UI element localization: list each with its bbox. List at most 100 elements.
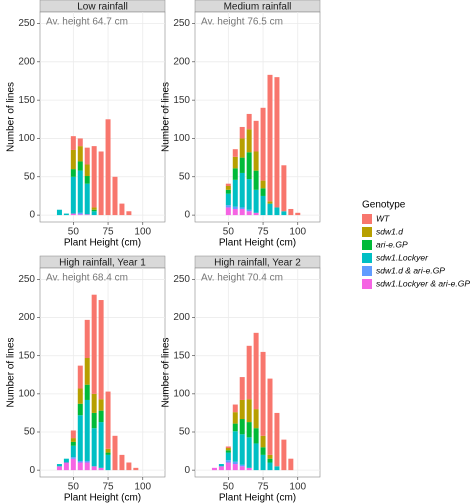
bar-segment xyxy=(239,377,245,400)
bar-segment xyxy=(274,77,280,208)
bar-segment xyxy=(105,454,111,471)
bar-segment xyxy=(232,423,238,432)
bar-segment xyxy=(56,464,62,467)
bar-segment xyxy=(267,74,273,202)
bar-segment xyxy=(218,464,224,467)
bar-segment xyxy=(232,206,238,209)
bar-segment xyxy=(77,388,83,404)
bar-segment xyxy=(232,179,238,207)
bar-segment xyxy=(70,176,76,214)
bar-segment xyxy=(225,205,231,208)
y-tick-label: 100 xyxy=(18,388,35,399)
bar-segment xyxy=(91,294,97,394)
bar-segment xyxy=(225,185,231,190)
y-axis-title: Number of lines xyxy=(161,337,172,407)
x-axis-title: Plant Height (cm) xyxy=(219,493,296,504)
bar-segment xyxy=(56,209,62,216)
bar-segment xyxy=(91,146,97,208)
bar-segment xyxy=(126,462,132,471)
bar-segment xyxy=(281,439,287,471)
x-tick-label: 50 xyxy=(68,482,80,493)
bar-segment xyxy=(260,180,266,189)
y-tick-label: 150 xyxy=(173,350,190,361)
legend-swatch xyxy=(362,240,372,250)
bar-segment xyxy=(239,208,245,216)
bar-segment xyxy=(274,466,280,471)
bar-segment xyxy=(211,467,217,471)
bar-segment xyxy=(77,365,83,389)
bar-segment xyxy=(267,454,273,459)
y-tick-label: 50 xyxy=(179,427,191,438)
y-tick-label: 200 xyxy=(173,56,190,67)
bar-segment xyxy=(232,412,238,424)
panel-title: High rainfall, Year 2 xyxy=(214,258,301,269)
bar-segment xyxy=(63,213,69,216)
y-tick-label: 0 xyxy=(184,210,190,221)
bar-segment xyxy=(246,422,252,438)
x-tick-label: 50 xyxy=(223,482,235,493)
bar-segment xyxy=(239,126,245,139)
y-tick-label: 250 xyxy=(173,274,190,285)
bar-segment xyxy=(246,437,252,468)
bar-segment xyxy=(225,446,231,449)
bar-segment xyxy=(232,208,238,216)
bar-segment xyxy=(295,212,301,216)
x-axis-title: Plant Height (cm) xyxy=(219,238,296,249)
x-tick-label: 100 xyxy=(289,227,306,238)
bar-segment xyxy=(246,209,252,212)
panel-title: Medium rainfall xyxy=(224,2,292,13)
bar-segment xyxy=(84,384,90,400)
y-tick-label: 0 xyxy=(184,465,190,476)
bar-segment xyxy=(70,445,76,458)
bar-segment xyxy=(225,183,231,186)
bar-segment xyxy=(98,422,104,468)
bar-segment xyxy=(105,391,111,449)
bar-segment xyxy=(225,450,231,453)
bar-segment xyxy=(232,404,238,413)
x-tick-label: 75 xyxy=(257,227,269,238)
bar-segment xyxy=(253,332,259,410)
bar-segment xyxy=(98,410,104,423)
y-tick-label: 50 xyxy=(24,171,36,182)
x-tick-label: 75 xyxy=(102,227,114,238)
bar-segment xyxy=(84,399,90,461)
bar-segment xyxy=(84,183,90,215)
bar-segment xyxy=(281,211,287,216)
y-tick-label: 50 xyxy=(179,171,191,182)
y-tick-label: 100 xyxy=(173,133,190,144)
legend-swatch xyxy=(362,214,372,224)
x-tick-label: 50 xyxy=(68,227,80,238)
bar-segment xyxy=(77,415,83,461)
bar-segment xyxy=(232,156,238,169)
bar-segment xyxy=(98,399,104,411)
bar-segment xyxy=(288,208,294,216)
y-tick-label: 250 xyxy=(18,18,35,29)
annotation: Av. height 76.5 cm xyxy=(201,17,283,28)
legend-label: ari-e.GP xyxy=(376,239,408,249)
bar-segment xyxy=(232,168,238,180)
bar-segment xyxy=(77,460,83,463)
bar-segment xyxy=(239,464,245,467)
bar-segment xyxy=(281,165,287,212)
bar-segment xyxy=(84,460,90,463)
annotation: Av. height 64.7 cm xyxy=(46,17,128,28)
bar-segment xyxy=(225,462,231,471)
bar-segment xyxy=(70,213,76,216)
x-tick-label: 75 xyxy=(257,482,269,493)
bar-segment xyxy=(70,430,76,439)
bar-segment xyxy=(84,214,90,216)
bar-segment xyxy=(91,211,97,216)
bar-segment xyxy=(84,358,90,385)
bar-segment xyxy=(91,207,97,210)
bar-segment xyxy=(260,447,266,455)
bar-segment xyxy=(260,435,266,448)
bar-segment xyxy=(239,207,245,209)
bar-segment xyxy=(267,458,273,463)
bar-segment xyxy=(253,212,259,216)
bar-segment xyxy=(239,434,245,465)
x-tick-label: 100 xyxy=(289,482,306,493)
y-tick-label: 100 xyxy=(18,133,35,144)
legend-label: sdw1.d & ari-e.GP xyxy=(376,265,445,275)
y-axis-title: Number of lines xyxy=(161,82,172,152)
